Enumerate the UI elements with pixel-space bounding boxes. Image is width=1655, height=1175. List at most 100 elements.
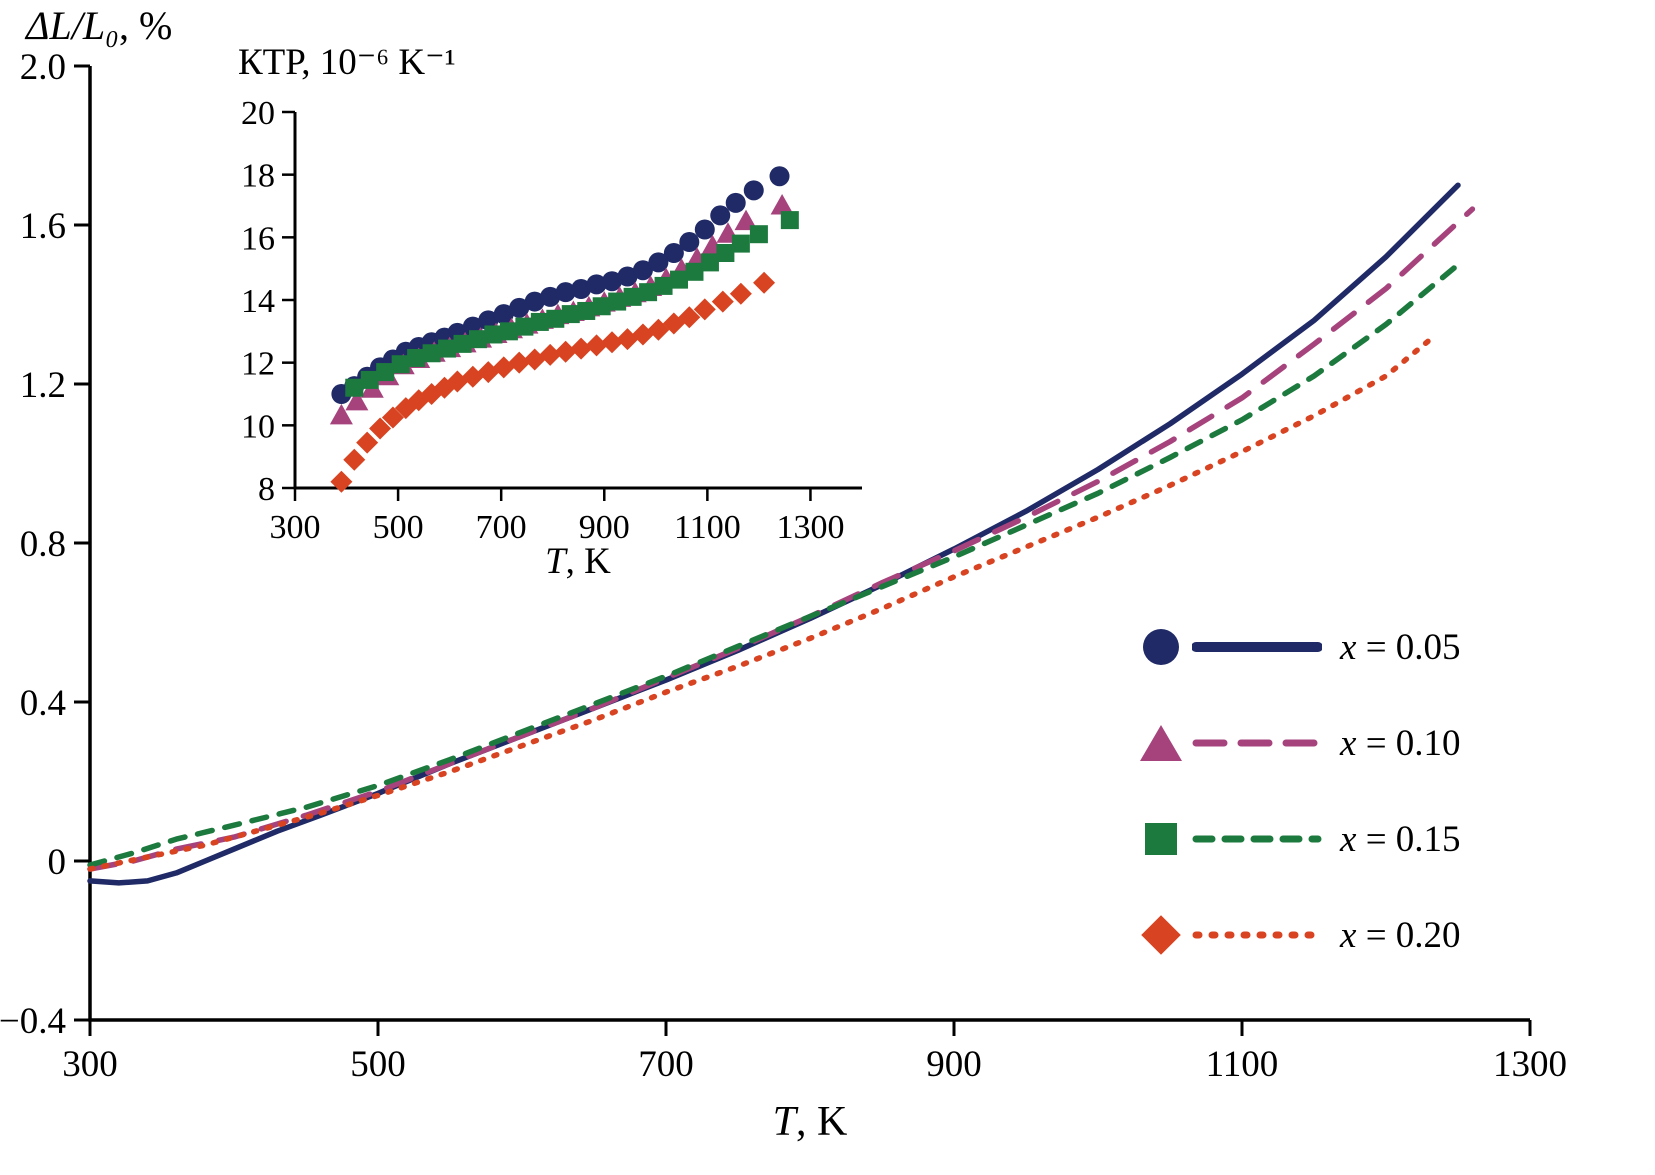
square-marker-icon [407, 348, 426, 367]
circle-marker-icon [555, 282, 576, 303]
legend-label-value: = 0.05 [1356, 626, 1461, 668]
inset-title: КТР, 10⁻⁶ K⁻¹ [238, 42, 456, 83]
legend-label-value: = 0.20 [1356, 914, 1461, 956]
square-marker-icon [345, 378, 364, 397]
diamond-marker-icon [508, 351, 531, 374]
x-tick-label: 1300 [1493, 1044, 1567, 1085]
square-marker-icon [623, 287, 642, 306]
legend-item-x-0.10: x = 0.10 [1138, 720, 1461, 766]
x-tick-label: 900 [926, 1044, 982, 1085]
circle-marker-icon [493, 304, 514, 325]
diamond-marker-icon [330, 470, 353, 493]
circle-marker-icon [632, 260, 653, 281]
circle-marker-icon [571, 279, 592, 300]
diamond-marker-icon [601, 331, 624, 354]
legend-label-value: = 0.10 [1356, 722, 1461, 764]
square-marker-icon [391, 355, 410, 374]
legend-item-x-0.05: x = 0.05 [1138, 624, 1461, 670]
circle-marker-icon [679, 232, 700, 253]
square-marker-icon [749, 225, 768, 244]
main-series-x=0.15 [87, 262, 1461, 868]
legend-item-x-0.15: x = 0.15 [1138, 816, 1461, 862]
y-tick-label: 12 [241, 346, 275, 383]
inset-series-x=0.20 [330, 271, 776, 493]
square-marker-icon [468, 330, 487, 349]
legend-line-sample [1192, 642, 1322, 652]
inset-x-axis-label: T, K [545, 540, 611, 583]
y-tick-label: 0 [48, 842, 67, 883]
square-marker-icon [561, 305, 580, 324]
legend-label-var: x [1340, 722, 1357, 764]
circle-marker-icon [769, 166, 790, 187]
legend: x = 0.05 x = 0.10 x = 0.15 x = 0.20 [1138, 624, 1461, 958]
square-marker-icon [654, 276, 673, 295]
y-tick-label: 0.4 [20, 683, 66, 724]
x-tick-label: 500 [350, 1044, 406, 1085]
square-marker-icon [376, 363, 395, 382]
square-marker-icon [608, 292, 627, 311]
y-tick-label: 10 [241, 408, 275, 445]
circle-marker-icon [1143, 629, 1179, 665]
circle-marker-icon [540, 286, 561, 307]
square-marker-icon [360, 370, 379, 389]
circle-marker-icon [663, 243, 684, 263]
legend-label-var: x [1340, 914, 1357, 956]
y-tick-label: 1.2 [20, 365, 66, 406]
inset-x-axis-label-var: T [545, 541, 566, 582]
diamond-marker-icon [693, 298, 716, 321]
diamond-marker-icon [356, 431, 379, 454]
circle-marker-icon [617, 266, 638, 287]
triangle-marker-icon [329, 403, 353, 425]
diamond-marker-icon [369, 417, 392, 440]
diamond-marker-icon [729, 282, 752, 305]
x-tick-label: 1100 [1206, 1044, 1279, 1085]
square-marker-icon [716, 244, 735, 262]
legend-label-var: x [1340, 818, 1357, 860]
circle-marker-icon [648, 252, 669, 273]
diamond-marker-icon [753, 271, 776, 294]
circle-marker-icon [524, 291, 545, 312]
square-marker-icon [453, 334, 472, 353]
legend-line-sample [1192, 835, 1322, 843]
legend-marker-box [1138, 915, 1184, 955]
main-x-axis-label: T, K [773, 1098, 848, 1146]
square-marker-icon [438, 339, 457, 358]
main-x-axis-label-var: T [772, 1099, 797, 1145]
square-marker-icon [530, 312, 549, 331]
legend-label: x = 0.05 [1340, 626, 1461, 669]
x-tick-label: 300 [270, 509, 321, 546]
main-y-axis-label-rest: , % [119, 3, 173, 48]
y-tick-label: 8 [258, 471, 275, 508]
legend-marker-box [1138, 629, 1184, 665]
main-series-x=0.20 [87, 337, 1432, 872]
triangle-marker-icon [345, 389, 369, 411]
legend-label: x = 0.15 [1340, 818, 1461, 861]
square-marker-icon [499, 322, 518, 341]
y-tick-label: 16 [241, 220, 275, 257]
legend-marker-box [1138, 823, 1184, 855]
diamond-marker-icon [1141, 915, 1181, 955]
legend-label: x = 0.20 [1340, 914, 1461, 957]
square-marker-icon [577, 301, 596, 320]
inset-x-axis-ticks: 300 500 700 900 1100 1300 [270, 488, 844, 546]
triangle-marker-icon [734, 209, 758, 231]
triangle-marker-icon [770, 194, 794, 215]
main-series-x=0.05 [87, 182, 1461, 886]
main-y-axis-label-var: ΔL/L₀ [26, 3, 119, 48]
x-tick-label: 300 [62, 1044, 118, 1085]
legend-label: x = 0.10 [1340, 722, 1461, 765]
legend-label-var: x [1340, 626, 1357, 668]
square-marker-icon [639, 283, 658, 302]
square-marker-icon [515, 317, 534, 336]
legend-marker-box [1138, 725, 1184, 761]
main-y-axis-label: ΔL/L₀, % [26, 2, 172, 49]
legend-line-sample [1192, 739, 1322, 747]
x-tick-label: 700 [638, 1044, 694, 1085]
legend-item-x-0.20: x = 0.20 [1138, 912, 1461, 958]
y-tick-label: 18 [241, 158, 275, 195]
diamond-marker-icon [570, 337, 593, 360]
inset-x-axis-label-rest: , K [565, 541, 611, 582]
y-tick-label: 1.6 [20, 206, 66, 247]
